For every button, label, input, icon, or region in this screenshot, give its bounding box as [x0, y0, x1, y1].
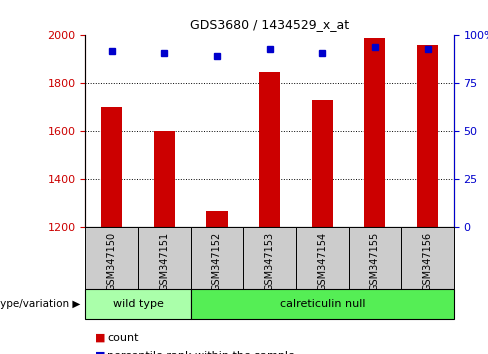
Bar [206, 211, 227, 227]
Text: genotype/variation ▶: genotype/variation ▶ [0, 298, 81, 309]
Bar [365, 38, 386, 227]
Bar [138, 227, 191, 289]
Bar [348, 227, 401, 289]
Bar [85, 227, 138, 289]
Text: GSM347151: GSM347151 [160, 232, 169, 291]
Text: GSM347152: GSM347152 [212, 232, 222, 291]
Text: GSM347156: GSM347156 [423, 232, 432, 291]
Bar [191, 227, 244, 289]
Bar [296, 227, 348, 289]
Bar [154, 131, 175, 227]
Bar [191, 289, 454, 319]
Text: GSM347155: GSM347155 [370, 232, 380, 291]
Bar [312, 100, 333, 227]
Text: count: count [107, 333, 139, 343]
Bar [417, 45, 438, 227]
Text: ■: ■ [95, 333, 106, 343]
Text: GSM347154: GSM347154 [317, 232, 327, 291]
Bar [101, 107, 122, 227]
Text: calreticulin null: calreticulin null [280, 298, 365, 309]
Title: GDS3680 / 1434529_x_at: GDS3680 / 1434529_x_at [190, 18, 349, 32]
Bar [244, 227, 296, 289]
Bar [401, 227, 454, 289]
Bar [259, 73, 280, 227]
Text: percentile rank within the sample: percentile rank within the sample [107, 351, 295, 354]
Bar [85, 289, 191, 319]
Text: GSM347153: GSM347153 [264, 232, 275, 291]
Text: GSM347150: GSM347150 [107, 232, 117, 291]
Text: ■: ■ [95, 351, 106, 354]
Text: wild type: wild type [113, 298, 163, 309]
